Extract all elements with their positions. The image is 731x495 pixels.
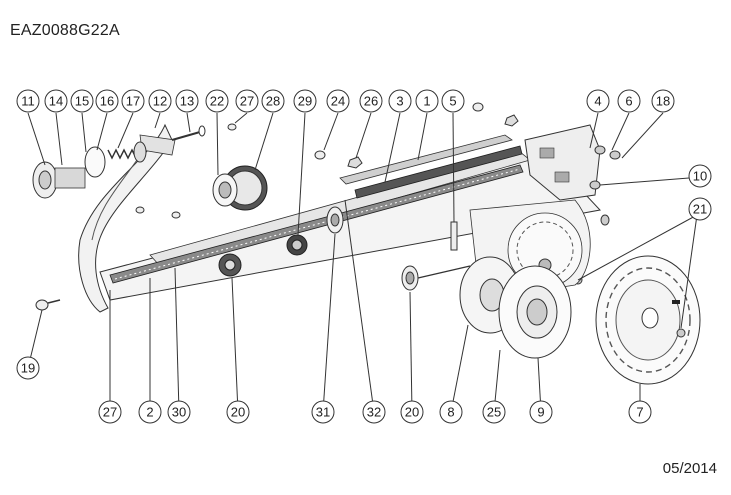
svg-text:11: 11 bbox=[21, 94, 35, 109]
svg-text:27: 27 bbox=[240, 94, 254, 109]
callout-2: 2 bbox=[138, 400, 162, 424]
svg-text:8: 8 bbox=[447, 405, 454, 420]
callout-7: 7 bbox=[628, 400, 652, 424]
svg-text:7: 7 bbox=[636, 405, 643, 420]
svg-text:25: 25 bbox=[487, 405, 501, 420]
callout-19: 19 bbox=[16, 356, 40, 380]
callout-26: 26 bbox=[359, 89, 383, 113]
leader-lines bbox=[27, 112, 698, 413]
callout-1: 1 bbox=[415, 89, 439, 113]
hub-cap bbox=[595, 255, 701, 385]
svg-text:29: 29 bbox=[298, 94, 312, 109]
knob-and-spring bbox=[32, 125, 206, 199]
pin-shaft bbox=[450, 221, 458, 251]
svg-text:20: 20 bbox=[231, 405, 245, 420]
callout-5: 5 bbox=[441, 89, 465, 113]
callout-4: 4 bbox=[586, 89, 610, 113]
svg-text:13: 13 bbox=[180, 94, 194, 109]
callout-15: 15 bbox=[70, 89, 94, 113]
svg-text:27: 27 bbox=[103, 405, 117, 420]
callout-20-right: 20 bbox=[400, 400, 424, 424]
callout-11: 11 bbox=[16, 89, 40, 113]
callout-3: 3 bbox=[388, 89, 412, 113]
svg-text:4: 4 bbox=[594, 94, 601, 109]
callout-6: 6 bbox=[617, 89, 641, 113]
callout-31: 31 bbox=[311, 400, 335, 424]
svg-text:22: 22 bbox=[210, 94, 224, 109]
drive-gear bbox=[212, 165, 268, 211]
drawing-date: 05/2014 bbox=[662, 460, 717, 477]
svg-text:6: 6 bbox=[625, 94, 632, 109]
svg-text:14: 14 bbox=[49, 94, 63, 109]
svg-text:10: 10 bbox=[693, 169, 707, 184]
callout-20-left: 20 bbox=[226, 400, 250, 424]
svg-text:5: 5 bbox=[449, 94, 456, 109]
svg-text:24: 24 bbox=[331, 94, 345, 109]
svg-text:21: 21 bbox=[693, 202, 707, 217]
callout-30: 30 bbox=[167, 400, 191, 424]
svg-text:12: 12 bbox=[153, 94, 167, 109]
svg-text:2: 2 bbox=[146, 405, 153, 420]
callout-22: 22 bbox=[205, 89, 229, 113]
callout-18: 18 bbox=[651, 89, 675, 113]
callout-28: 28 bbox=[261, 89, 285, 113]
gear-cluster bbox=[218, 206, 344, 277]
svg-text:16: 16 bbox=[100, 94, 114, 109]
svg-text:26: 26 bbox=[364, 94, 378, 109]
callout-27-top: 27 bbox=[235, 89, 259, 113]
svg-text:17: 17 bbox=[126, 94, 140, 109]
callout-13: 13 bbox=[175, 89, 199, 113]
svg-text:31: 31 bbox=[316, 405, 330, 420]
svg-text:9: 9 bbox=[537, 405, 544, 420]
callout-25: 25 bbox=[482, 400, 506, 424]
callout-21: 21 bbox=[688, 197, 712, 221]
svg-text:3: 3 bbox=[396, 94, 403, 109]
svg-text:1: 1 bbox=[423, 94, 430, 109]
svg-text:18: 18 bbox=[656, 94, 670, 109]
svg-text:19: 19 bbox=[21, 361, 35, 376]
callout-14: 14 bbox=[44, 89, 68, 113]
callout-10: 10 bbox=[688, 164, 712, 188]
callout-8: 8 bbox=[439, 400, 463, 424]
wheel-discs bbox=[459, 256, 572, 359]
callout-12: 12 bbox=[148, 89, 172, 113]
callout-9: 9 bbox=[529, 400, 553, 424]
axle-hub bbox=[401, 265, 471, 291]
callout-32: 32 bbox=[362, 400, 386, 424]
drawing-code: EAZ0088G22A bbox=[10, 22, 120, 39]
callout-24: 24 bbox=[326, 89, 350, 113]
svg-text:28: 28 bbox=[266, 94, 280, 109]
callout-16: 16 bbox=[95, 89, 119, 113]
svg-text:32: 32 bbox=[367, 405, 381, 420]
svg-text:15: 15 bbox=[75, 94, 89, 109]
callout-27-bottom: 27 bbox=[98, 400, 122, 424]
svg-text:20: 20 bbox=[405, 405, 419, 420]
callout-17: 17 bbox=[121, 89, 145, 113]
callout-29: 29 bbox=[293, 89, 317, 113]
svg-text:30: 30 bbox=[172, 405, 186, 420]
